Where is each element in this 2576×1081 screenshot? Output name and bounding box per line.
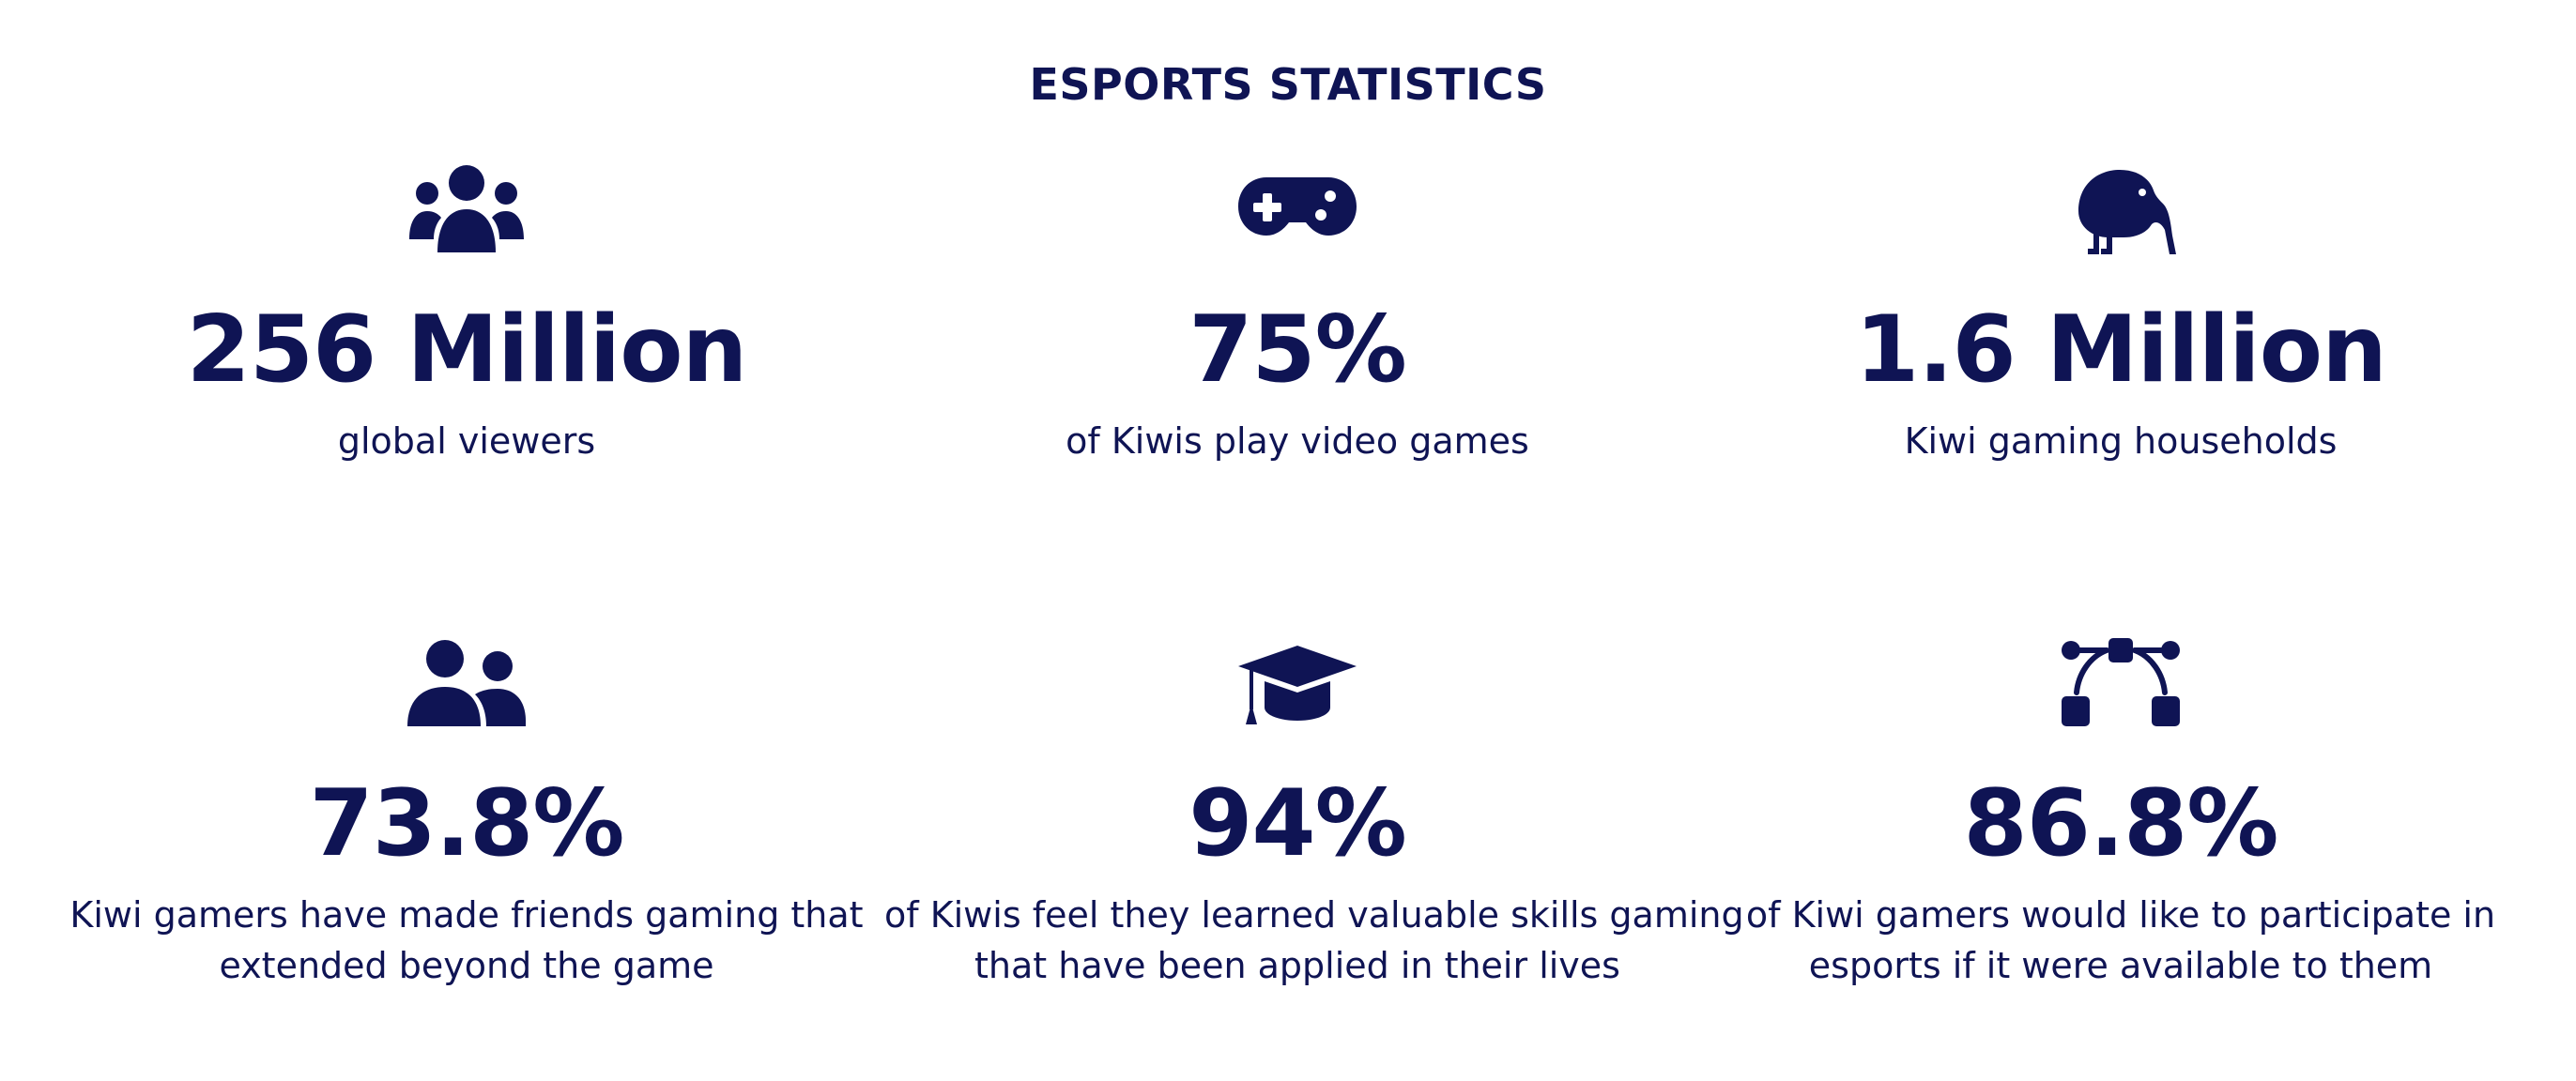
stat-value: 256 Million — [186, 297, 748, 403]
stat-value: 94% — [1188, 770, 1407, 877]
stat-description: Kiwi gaming households — [1708, 416, 2534, 466]
stat-description-line: Kiwi gamers have made friends gaming tha… — [69, 894, 864, 936]
stat-description-line: global viewers — [337, 420, 596, 462]
kiwi-bird-icon — [2062, 164, 2180, 258]
page-title: ESPORTS STATISTICS — [1029, 59, 1547, 110]
stat-description: of Kiwi gamers would like to participate… — [1708, 890, 2534, 991]
gamepad-icon — [1238, 164, 1357, 258]
stat-description: Kiwi gamers have made friends gaming tha… — [54, 890, 880, 991]
stat-description: of Kiwis feel they learned valuable skil… — [884, 890, 1744, 991]
stat-description: global viewers — [54, 416, 880, 466]
stat-value: 1.6 Million — [1855, 297, 2387, 403]
stat-description-line: that have been applied in their lives — [974, 945, 1620, 986]
graduation-cap-icon — [1238, 638, 1357, 732]
stat-description-line: Kiwi gaming households — [1904, 420, 2338, 462]
stat-description-line: esports if it were available to them — [1808, 945, 2433, 986]
stat-description-line: extended beyond the game — [219, 945, 714, 986]
stat-value: 86.8% — [1963, 770, 2279, 877]
stat-description: of Kiwis play video games — [884, 416, 1710, 466]
network-nodes-icon — [2062, 638, 2180, 732]
users-group-icon — [407, 164, 526, 258]
stat-description-line: of Kiwi gamers would like to participate… — [1745, 894, 2496, 936]
stat-value: 75% — [1188, 297, 1407, 403]
stat-description-line: of Kiwis play video games — [1066, 420, 1529, 462]
user-friends-icon — [407, 638, 526, 732]
stat-description-line: of Kiwis feel they learned valuable skil… — [884, 894, 1744, 936]
stat-value: 73.8% — [309, 770, 625, 877]
